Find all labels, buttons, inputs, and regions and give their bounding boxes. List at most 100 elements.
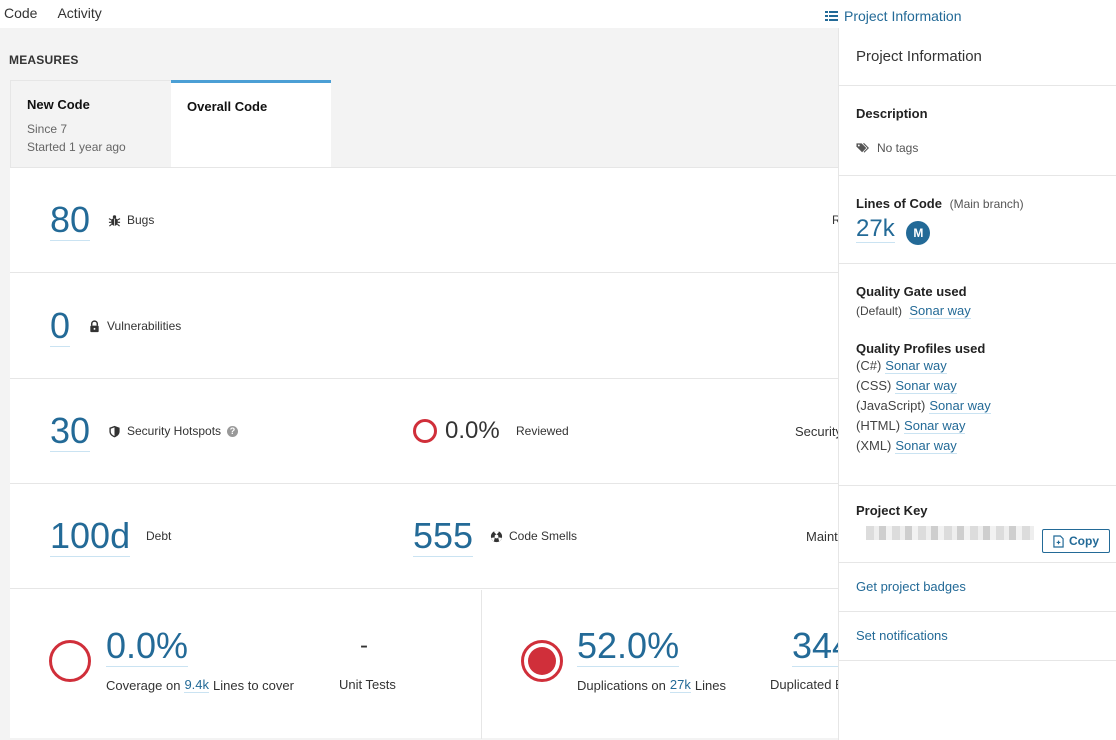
quality-profile-item: (C#) Sonar way — [856, 356, 1099, 376]
profile-lang: (C#) — [856, 358, 882, 373]
tab-new-code[interactable]: New Code Since 7 Started 1 year ago — [10, 80, 171, 168]
bugs-label-text: Bugs — [127, 213, 155, 227]
top-nav: Code Activity — [4, 5, 102, 21]
quality-profile-item: (XML) Sonar way — [856, 436, 1099, 456]
project-information-link[interactable]: Project Information — [825, 8, 962, 24]
profile-link[interactable]: Sonar way — [929, 398, 991, 414]
duplications-label: Duplications on 27k Lines — [577, 677, 726, 693]
loc-value-line: 27k M — [856, 215, 1099, 245]
shield-icon — [109, 425, 120, 437]
reviewed-ring-icon — [413, 419, 437, 443]
bug-icon — [108, 214, 121, 227]
hotspots-value[interactable]: 30 — [50, 410, 91, 452]
copy-button-label: Copy — [1069, 534, 1099, 548]
profile-lang: (CSS) — [856, 378, 892, 393]
coverage-ring-icon — [49, 640, 91, 682]
debt-label: Debt — [146, 529, 172, 543]
quality-gate-prefix: (Default) — [856, 304, 903, 318]
loc-heading-line: Lines of Code (Main branch) — [856, 196, 1099, 211]
project-information-link-label: Project Information — [844, 8, 962, 24]
loc-heading: Lines of Code — [856, 196, 942, 211]
hotspots-row: 30 Security Hotspots ? 0.0% Reviewed Sec… — [10, 379, 838, 484]
security-review-label: Security — [795, 424, 838, 439]
no-tags-text: No tags — [877, 141, 919, 155]
maintainability-label: Maint — [806, 529, 838, 544]
duplicated-blocks-label: Duplicated B — [770, 677, 838, 692]
list-icon — [825, 10, 838, 22]
duplications-ring-icon — [521, 640, 563, 682]
project-key-section: Project Key Copy — [839, 486, 1116, 563]
unit-tests-label: Unit Tests — [339, 677, 396, 692]
duplications-label-prefix: Duplications on — [577, 677, 666, 693]
duplications-value[interactable]: 52.0% — [577, 625, 680, 667]
code-smells-label: Code Smells — [490, 529, 577, 543]
measures-panel: 80 Bugs R 0 Vulnerabilities 30 Security … — [10, 167, 838, 739]
duplications-label-suffix: Lines — [694, 677, 726, 693]
loc-value[interactable]: 27k — [856, 215, 895, 243]
help-icon[interactable]: ? — [227, 425, 239, 437]
get-project-badges-link[interactable]: Get project badges — [856, 579, 966, 594]
quality-section: Quality Gate used (Default) Sonar way Qu… — [839, 264, 1116, 486]
quality-gate-line: (Default) Sonar way — [856, 301, 1099, 321]
tab-overall-code[interactable]: Overall Code — [171, 80, 331, 168]
description-section: Description No tags — [839, 86, 1116, 176]
coverage-label: Coverage on 9.4k Lines to cover — [106, 677, 294, 693]
profile-link[interactable]: Sonar way — [895, 378, 957, 394]
sidebar-header: Project Information — [839, 28, 1116, 86]
profile-lang: (JavaScript) — [856, 398, 926, 413]
tab-new-code-subtitle: Since 7 Started 1 year ago — [27, 120, 155, 156]
new-code-since: Since 7 — [27, 122, 68, 136]
hotspots-label: Security Hotspots ? — [108, 424, 239, 438]
tab-overall-code-title: Overall Code — [187, 99, 268, 114]
loc-branch: (Main branch) — [949, 197, 1024, 211]
vulnerabilities-label-text: Vulnerabilities — [107, 319, 182, 333]
debt-value[interactable]: 100d — [50, 515, 131, 557]
vulnerabilities-row: 0 Vulnerabilities — [10, 274, 838, 379]
code-smell-icon — [490, 530, 503, 542]
coverage-label-suffix: Lines to cover — [213, 677, 294, 693]
vulnerabilities-value[interactable]: 0 — [50, 305, 71, 347]
unit-tests-value: - — [360, 632, 368, 659]
duplicated-blocks-value[interactable]: 344 — [792, 626, 838, 667]
duplication-lines-link[interactable]: 27k — [669, 677, 691, 693]
copy-icon — [1053, 534, 1064, 548]
top-bar: Code Activity Project Information — [0, 0, 1116, 28]
project-key-heading: Project Key — [856, 503, 928, 518]
nav-code[interactable]: Code — [4, 5, 38, 21]
quality-gate-link[interactable]: Sonar way — [909, 303, 971, 319]
bugs-value[interactable]: 80 — [50, 199, 91, 241]
coverage-label-prefix: Coverage on — [106, 677, 181, 693]
coverage-value[interactable]: 0.0% — [106, 625, 189, 667]
sidebar-title: Project Information — [856, 48, 982, 65]
size-rating-badge: M — [906, 220, 931, 245]
profile-lang: (HTML) — [856, 418, 901, 433]
project-information-sidebar: Project Information Description No tags … — [838, 28, 1116, 740]
quality-gate-heading: Quality Gate used — [856, 284, 967, 299]
profile-link[interactable]: Sonar way — [904, 418, 966, 434]
set-notifications-link[interactable]: Set notifications — [856, 628, 948, 643]
main-area: MEASURES New Code Since 7 Started 1 year… — [0, 28, 838, 740]
profile-link[interactable]: Sonar way — [885, 358, 947, 374]
quality-profile-item: (JavaScript) Sonar way — [856, 396, 1099, 416]
tags-line: No tags — [856, 141, 1099, 155]
coverage-duplications-section: 0.0% Coverage on 9.4k Lines to cover - U… — [10, 590, 838, 739]
nav-activity[interactable]: Activity — [57, 5, 102, 21]
hotspots-label-text: Security Hotspots — [127, 424, 222, 438]
quality-profile-item: (CSS) Sonar way — [856, 376, 1099, 396]
project-key-redacted — [866, 526, 1034, 540]
reviewed-label: Reviewed — [516, 424, 569, 438]
copy-button[interactable]: Copy — [1042, 529, 1110, 553]
bugs-label: Bugs — [108, 213, 154, 227]
reliability-label: R — [832, 213, 838, 227]
code-smells-label-text: Code Smells — [509, 529, 578, 543]
divider — [481, 590, 482, 739]
profile-link[interactable]: Sonar way — [895, 438, 957, 454]
profile-lang: (XML) — [856, 438, 892, 453]
tags-icon — [856, 142, 869, 153]
vulnerabilities-label: Vulnerabilities — [88, 319, 181, 333]
badges-section: Get project badges — [839, 563, 1116, 612]
lines-to-cover-link[interactable]: 9.4k — [184, 677, 210, 693]
new-code-started: Started 1 year ago — [27, 140, 126, 154]
code-smells-value[interactable]: 555 — [413, 515, 474, 557]
measures-title: MEASURES — [9, 53, 79, 67]
